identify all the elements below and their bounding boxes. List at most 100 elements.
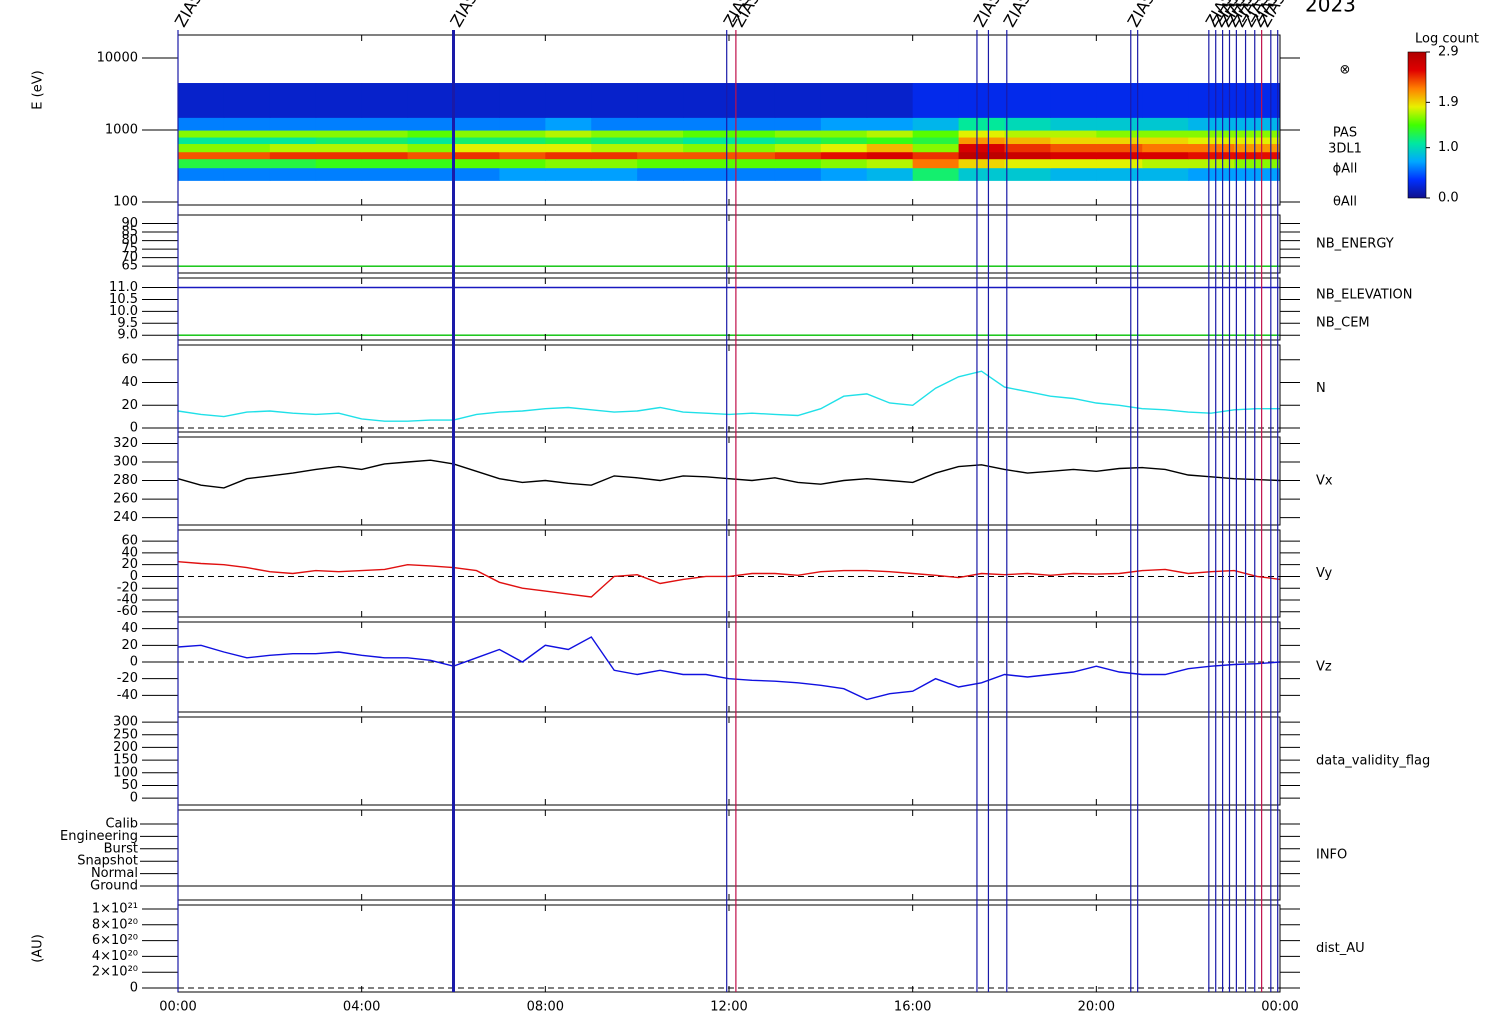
- heatmap-cell: [591, 158, 638, 169]
- y-tick-label: 200: [113, 740, 138, 755]
- heatmap-cell: [729, 117, 776, 131]
- heatmap-cell: [958, 117, 1005, 131]
- heatmap-cell: [315, 117, 363, 131]
- panel-frame: [177, 344, 1281, 433]
- heatmap-cell: [1234, 137, 1281, 145]
- heatmap-cell: [1096, 83, 1143, 118]
- series-label: NB_CEM: [1316, 316, 1370, 331]
- heatmap-cell: [1096, 151, 1143, 160]
- heatmap-cell: [223, 117, 271, 131]
- y-tick-label: -40: [117, 688, 138, 703]
- y-tick-label: 10.0: [109, 304, 138, 319]
- panel-frame: [177, 621, 1281, 713]
- heatmap-cell: [683, 83, 730, 118]
- y-tick-label: 260: [113, 492, 138, 507]
- heatmap-cell: [1004, 158, 1051, 169]
- heatmap-cell: [866, 167, 914, 181]
- heatmap-cell: [178, 130, 225, 138]
- heatmap-cell: [223, 158, 271, 169]
- y-tick-label: 6×10²⁰: [92, 933, 138, 948]
- y-tick-label: 40: [121, 545, 138, 560]
- event-label: ZIAS: [970, 0, 1005, 30]
- heatmap-cell: [499, 117, 546, 131]
- heatmap-cell: [269, 137, 317, 145]
- heatmap-cell: [315, 83, 363, 118]
- heatmap-cell: [774, 137, 822, 145]
- heatmap-cell: [820, 151, 868, 160]
- heatmap-cell: [958, 151, 1005, 160]
- heatmap-cell: [361, 137, 409, 145]
- heatmap-cell: [269, 130, 317, 138]
- heatmap-cell: [453, 117, 500, 131]
- y-tick-label: Calib: [105, 817, 138, 832]
- y-tick-label: 90: [121, 216, 138, 231]
- heatmap-cell: [866, 143, 914, 153]
- heatmap-cell: [178, 83, 225, 118]
- x-tick-label: 04:00: [343, 1000, 380, 1015]
- heatmap-cell: [1050, 117, 1097, 131]
- heatmap-cell: [1234, 130, 1281, 138]
- heatmap-cell: [1142, 167, 1189, 181]
- heatmap-cell: [1004, 151, 1051, 160]
- heatmap-cell: [499, 151, 546, 160]
- heatmap-cell: [729, 83, 776, 118]
- heatmap-cell: [958, 167, 1005, 181]
- panel-label: INFO: [1316, 848, 1347, 863]
- heatmap-cell: [545, 143, 592, 153]
- heatmap-cell: [637, 151, 684, 160]
- heatmap-cell: [453, 130, 500, 138]
- heatmap-cell: [591, 167, 638, 181]
- heatmap-cell: [637, 130, 684, 138]
- heatmap-cell: [269, 151, 317, 160]
- heatmap-cell: [315, 151, 363, 160]
- heatmap-cell: [545, 151, 592, 160]
- heatmap-cell: [545, 137, 592, 145]
- heatmap-cell: [729, 167, 776, 181]
- heatmap-cell: [866, 117, 914, 131]
- trace: [177, 459, 1281, 489]
- event-label: ZIAS: [1000, 0, 1035, 30]
- heatmap-cell: [820, 143, 868, 153]
- heatmap-cell: [820, 137, 868, 145]
- y-axis-title: (AU): [31, 934, 46, 963]
- heatmap-cell: [866, 137, 914, 145]
- y-tick-label: 1×10²¹: [92, 901, 138, 916]
- y-tick-label: 10000: [97, 51, 138, 66]
- heatmap-cell: [499, 167, 546, 181]
- heatmap-cell: [683, 143, 730, 153]
- heatmap-cell: [453, 158, 500, 169]
- panel-label: ϕAll: [1333, 162, 1358, 177]
- heatmap-cell: [866, 83, 914, 118]
- heatmap-cell: [1004, 130, 1051, 138]
- heatmap-cell: [958, 130, 1005, 138]
- y-tick-label: 0: [130, 569, 138, 584]
- heatmap-cell: [729, 158, 776, 169]
- heatmap-cell: [1142, 130, 1189, 138]
- y-tick-label: 100: [113, 195, 138, 210]
- heatmap-cell: [1234, 151, 1281, 160]
- heatmap-cell: [1234, 167, 1281, 181]
- heatmap-cell: [774, 158, 822, 169]
- y-tick-label: -20: [117, 581, 138, 596]
- heatmap-cell: [361, 151, 409, 160]
- heatmap-cell: [178, 167, 225, 181]
- y-tick-label: Burst: [104, 841, 138, 856]
- heatmap-cell: [1188, 83, 1235, 118]
- heatmap-cell: [407, 167, 454, 181]
- y-tick-label: 80: [121, 233, 138, 248]
- heatmap-cell: [683, 137, 730, 145]
- x-tick-label: 20:00: [1078, 1000, 1115, 1015]
- panel-label: dist_AU: [1316, 941, 1365, 956]
- panel-frame: [177, 214, 1281, 274]
- heatmap-cell: [591, 137, 638, 145]
- heatmap-cell: [683, 158, 730, 169]
- panel-label: 3DL1: [1328, 142, 1362, 157]
- heatmap-cell: [912, 151, 960, 160]
- trace: [177, 561, 1281, 598]
- heatmap-cell: [178, 137, 225, 145]
- heatmap-cell: [1004, 117, 1051, 131]
- y-tick-label: 65: [121, 259, 138, 274]
- y-tick-label: 240: [113, 510, 138, 525]
- panel-label: PAS: [1333, 126, 1357, 141]
